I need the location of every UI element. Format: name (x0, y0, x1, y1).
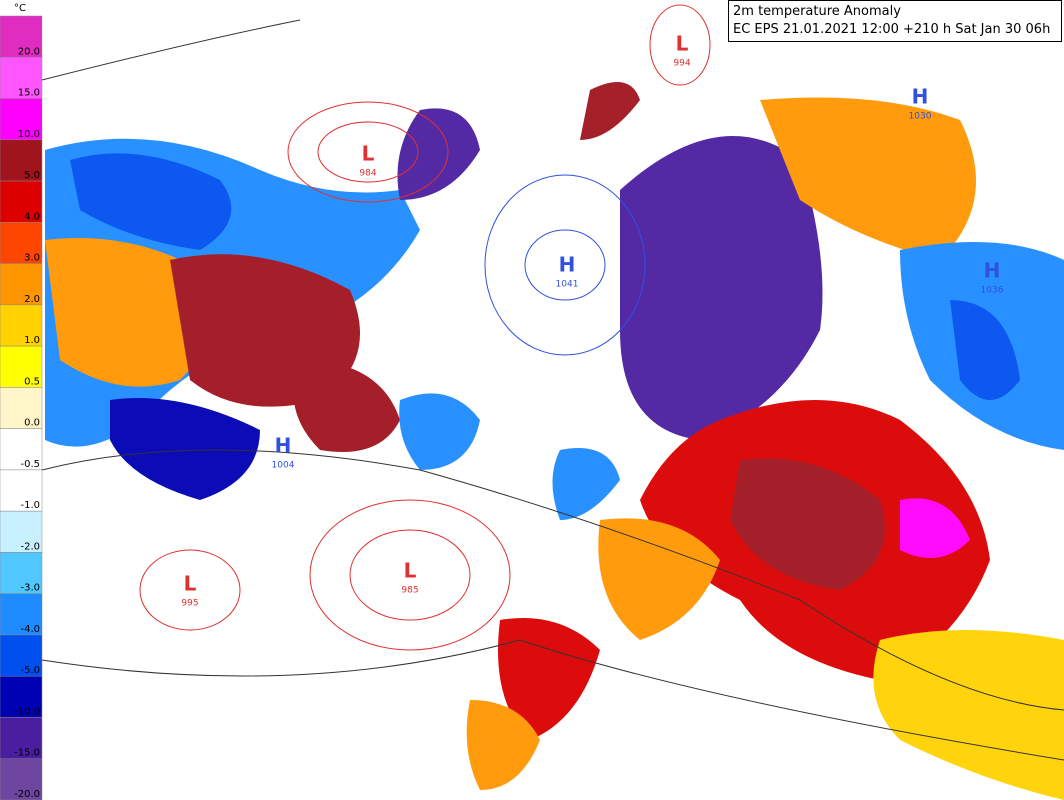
legend-label: 20.0 (18, 46, 40, 57)
legend-label: 1.0 (24, 335, 40, 346)
pressure-value: 985 (401, 586, 418, 596)
legend-swatch (0, 552, 43, 594)
pressure-value: 984 (359, 169, 376, 179)
isobars (41, 4, 1064, 761)
pressure-value: 995 (181, 599, 198, 609)
legend-swatch (0, 469, 43, 512)
pressure-symbol: L (404, 559, 417, 583)
legend-label: -1.0 (20, 500, 40, 511)
title-line: 2m temperature Anomaly (733, 4, 901, 19)
pressure-value: 1036 (981, 286, 1004, 296)
legend-swatch (0, 98, 43, 141)
legend-label: 2.0 (24, 294, 40, 305)
legend-label: -3.0 (20, 583, 40, 594)
legend-label: 0.5 (24, 376, 40, 387)
legend-label: -5.0 (20, 665, 40, 676)
legend-label: -0.5 (20, 459, 40, 470)
legend-swatch (0, 675, 43, 718)
legend-label: -10.0 (14, 706, 40, 717)
pressure-value: 1004 (272, 461, 295, 471)
legend-label: -20.0 (14, 789, 40, 800)
legend-label: 5.0 (24, 170, 40, 181)
legend-label: -15.0 (14, 748, 40, 759)
legend-label: 10.0 (18, 129, 40, 140)
legend-swatch (0, 57, 43, 99)
legend-label: 0.0 (24, 418, 40, 429)
legend-swatch (0, 345, 43, 388)
title-line: EC EPS 21.01.2021 12:00 +210 h Sat Jan 3… (733, 22, 1051, 37)
legend-label: 4.0 (24, 211, 40, 222)
legend-swatch (0, 222, 43, 264)
pressure-symbol: L (676, 32, 689, 56)
pressure-centers: L 984 L 995 L 985 L 994 H 1041 H 1004 H 1030 H 1036 (181, 32, 1003, 609)
legend-swatch (0, 510, 43, 553)
legend-swatch (0, 139, 43, 182)
pressure-symbol: H (559, 253, 576, 277)
legend-swatch (0, 717, 43, 759)
pressure-symbol: L (362, 142, 375, 166)
legend-swatch (0, 634, 43, 677)
legend-label: 15.0 (18, 88, 40, 99)
pressure-value: 994 (673, 59, 690, 69)
legend-label: -4.0 (20, 624, 40, 635)
legend-swatch (0, 387, 43, 429)
title-box: 2m temperature Anomaly EC EPS 21.01.2021… (728, 0, 1062, 42)
legend-label: -2.0 (20, 541, 40, 552)
pressure-symbol: H (984, 259, 1001, 283)
legend-swatch (0, 593, 43, 636)
legend: °C 20.0 15.0 10.0 5.0 4.0 3.0 2.0 1.0 0.5 0.0 -0.5… (0, 3, 43, 800)
legend-swatch (0, 263, 43, 306)
pressure-symbol: L (184, 572, 197, 596)
legend-swatch (0, 304, 43, 347)
legend-label: 3.0 (24, 253, 40, 264)
legend-swatch (0, 758, 43, 800)
legend-unit: °C (14, 3, 26, 14)
anomaly-fields (45, 82, 1064, 800)
legend-swatch (0, 15, 43, 58)
pressure-value: 1041 (556, 280, 579, 290)
legend-swatch (0, 180, 43, 223)
pressure-value: 1030 (909, 112, 932, 122)
pressure-symbol: H (912, 85, 929, 109)
pressure-symbol: H (275, 434, 292, 458)
